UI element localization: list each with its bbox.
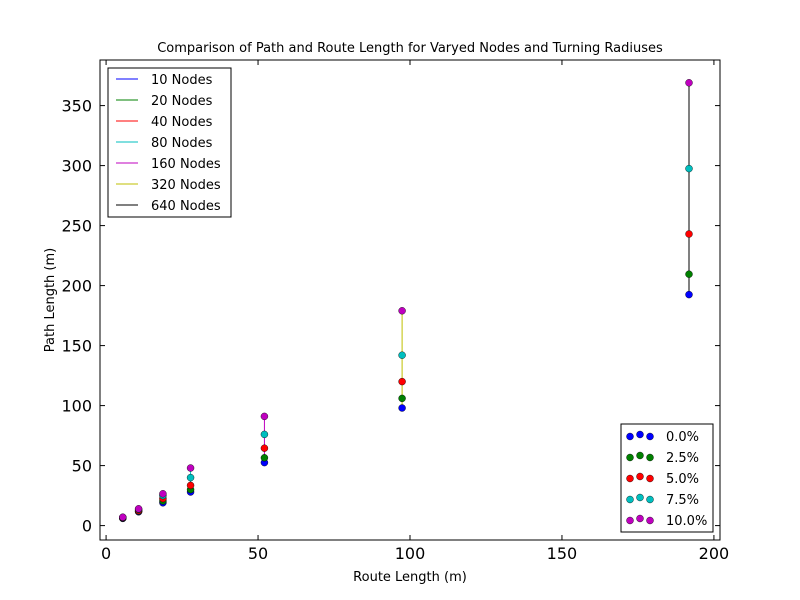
y-tick-label: 350 — [61, 97, 92, 116]
legend-line-label: 20 Nodes — [151, 94, 213, 109]
legend-point-swatch — [636, 493, 644, 502]
legend-point-label: 0.0% — [666, 430, 699, 445]
data-point-10-0pct — [260, 412, 269, 421]
y-tick-label: 50 — [72, 457, 92, 476]
data-point-0-0pct — [685, 290, 693, 299]
data-point-10-0pct — [186, 464, 195, 472]
legend-line-label: 80 Nodes — [151, 136, 213, 151]
data-point-5-0pct — [260, 444, 269, 452]
legend-point-swatch — [636, 472, 644, 481]
legend-line-label: 40 Nodes — [151, 115, 213, 130]
legend-point-swatch — [646, 432, 654, 441]
data-point-7-5pct — [260, 430, 269, 439]
legend-point-swatch — [646, 453, 654, 462]
legend-line-label: 320 Nodes — [151, 178, 221, 193]
x-tick-label: 200 — [699, 544, 730, 563]
legend-line-label: 160 Nodes — [151, 157, 221, 172]
legend-point-swatch — [626, 495, 634, 504]
x-tick-label: 50 — [248, 544, 268, 563]
legend-point-label: 5.0% — [666, 472, 699, 487]
axis-ticks: 0 50 100 150 200 0 50 100 150 200 250 300 350 — [61, 60, 729, 563]
legend-point-swatch — [646, 495, 654, 504]
y-tick-label: 0 — [82, 517, 92, 536]
legend-point-swatch — [626, 432, 634, 441]
data-point-10-0pct — [685, 79, 693, 87]
data-point-7-5pct — [398, 351, 406, 359]
y-tick-label: 200 — [61, 277, 92, 296]
y-axis-label: Path Length (m) — [43, 248, 58, 352]
data-point-2-5pct — [260, 454, 269, 462]
legend-node-counts: 10 Nodes 20 Nodes 40 Nodes 80 Nodes 160 Node… — [107, 67, 232, 218]
legend-point-swatch — [636, 430, 644, 439]
legend-point-swatch — [636, 514, 644, 523]
legend-line-label: 10 Nodes — [151, 73, 213, 88]
data-point-0-0pct — [398, 404, 406, 412]
data-point-10-0pct — [119, 513, 127, 521]
legend-point-swatch — [626, 516, 634, 525]
data-point-5-0pct — [685, 230, 693, 238]
data-point-7-5pct — [186, 473, 195, 482]
legend-point-swatch — [626, 453, 634, 462]
legend-point-label: 7.5% — [666, 493, 699, 508]
data-point-2-5pct — [685, 270, 693, 278]
y-tick-label: 150 — [61, 337, 92, 356]
legend-point-swatch — [636, 451, 644, 460]
legend-point-swatch — [626, 474, 634, 483]
legend-point-swatch — [646, 516, 654, 525]
y-tick-label: 300 — [61, 157, 92, 176]
data-point-7-5pct — [685, 164, 693, 173]
y-tick-label: 250 — [61, 217, 92, 236]
legend-turning-radius: 0.0% 2.5% 5.0% 7.5% 10.0% — [620, 423, 714, 533]
series-points — [119, 79, 693, 523]
legend-point-swatch — [646, 474, 654, 483]
x-axis-label: Route Length (m) — [353, 570, 467, 585]
legend-turning-radius-box — [620, 423, 714, 533]
data-point-2-5pct — [398, 394, 406, 403]
legend-point-label: 10.0% — [666, 514, 707, 529]
data-point-5-0pct — [398, 377, 406, 386]
x-tick-label: 150 — [547, 544, 578, 563]
x-tick-label: 100 — [395, 544, 426, 563]
plot-area-frame — [99, 59, 721, 541]
legend-line-label: 640 Nodes — [151, 199, 221, 214]
data-point-5-0pct — [186, 481, 195, 490]
legend-point-label: 2.5% — [666, 451, 699, 466]
data-point-10-0pct — [159, 490, 167, 498]
data-point-10-0pct — [134, 505, 143, 513]
chart-title: Comparison of Path and Route Length for … — [157, 41, 663, 56]
y-tick-label: 100 — [61, 397, 92, 416]
x-tick-label: 0 — [101, 544, 111, 563]
data-point-10-0pct — [398, 307, 406, 315]
